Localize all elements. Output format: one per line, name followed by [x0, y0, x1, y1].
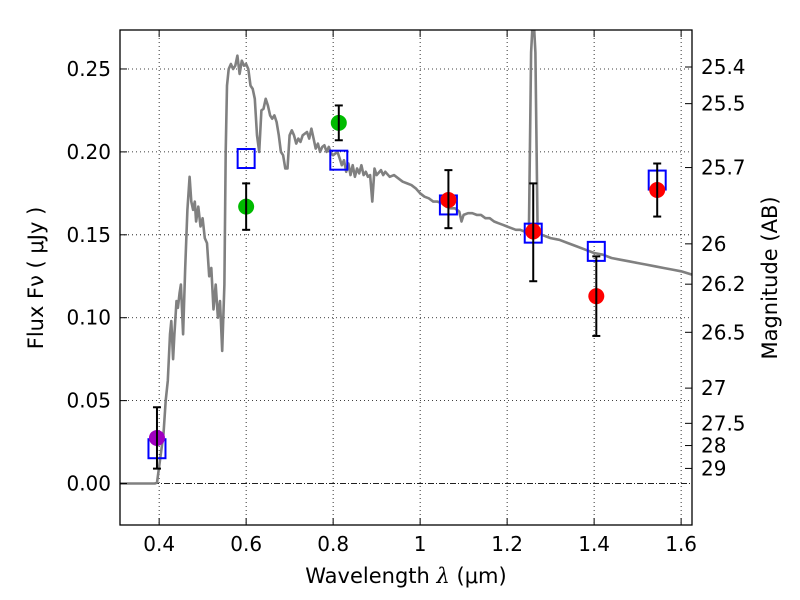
mag-tick-label: 27 [701, 376, 726, 400]
mag-tick-label: 25.7 [701, 156, 746, 180]
mag-tick-label: 26.5 [701, 320, 746, 344]
plot-area [120, 30, 692, 485]
mag-tick-label: 26 [701, 232, 726, 256]
x-tick-label: 1.6 [665, 532, 697, 556]
y-tick-label: 0.00 [66, 472, 111, 496]
model-photometry-square [236, 148, 256, 170]
y-tick-label: 0.05 [66, 389, 111, 413]
mag-tick-label: 25.5 [701, 92, 746, 116]
mag-tick-label: 26.2 [701, 272, 746, 296]
y-tick-label: 0.15 [66, 223, 111, 247]
mag-tick-label: 27.5 [701, 411, 746, 435]
x-tick-label: 1 [414, 532, 427, 556]
x-tick-label: 1.2 [491, 532, 523, 556]
y-tick-label: 0.20 [66, 140, 111, 164]
y-tick-label: 0.10 [66, 306, 111, 330]
mag-tick-label: 29 [701, 456, 726, 480]
x-tick-label: 0.4 [143, 532, 175, 556]
x-tick-label: 0.8 [317, 532, 349, 556]
mag-tick-label: 25.4 [701, 55, 746, 79]
plot-frame [119, 29, 693, 526]
ticks: 0.4 0.6 0.8 1 1.2 1.4 1.6 0.00 0.05 0.10 0.15 0.20 0… [66, 30, 746, 556]
y-axis-right-label: Magnitude (AB) [758, 196, 782, 359]
mag-tick-label: 28 [701, 434, 726, 458]
x-axis-label: Wavelength λ (μm) [305, 564, 506, 588]
model-photometry-square [329, 149, 349, 171]
x-tick-label: 0.6 [230, 532, 262, 556]
x-tick-label: 1.4 [578, 532, 610, 556]
model-spectrum-line [120, 30, 692, 485]
grid [120, 30, 692, 525]
y-axis-label: Flux Fν ( μJy ) [24, 207, 48, 350]
y-tick-label: 0.25 [66, 57, 111, 81]
